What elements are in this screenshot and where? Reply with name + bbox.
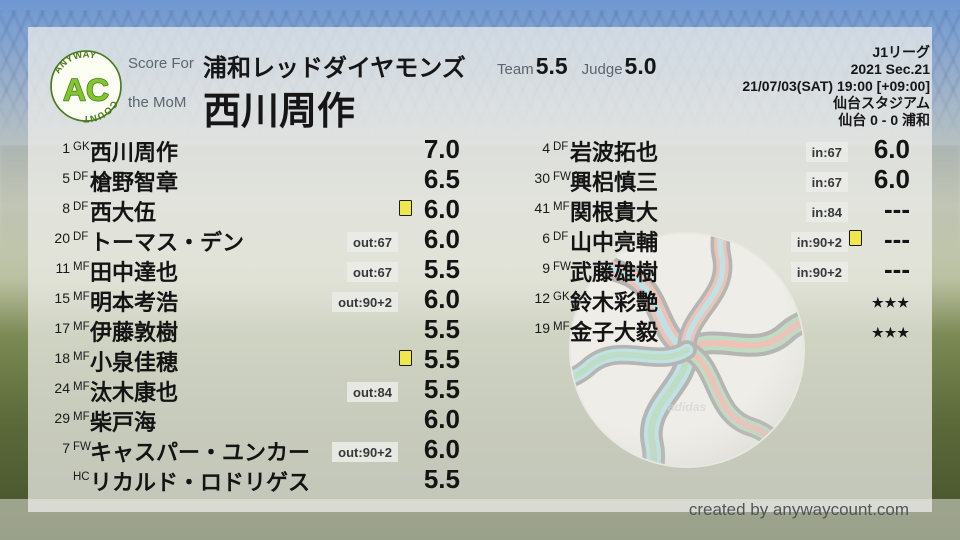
svg-text:AC: AC bbox=[63, 71, 109, 107]
